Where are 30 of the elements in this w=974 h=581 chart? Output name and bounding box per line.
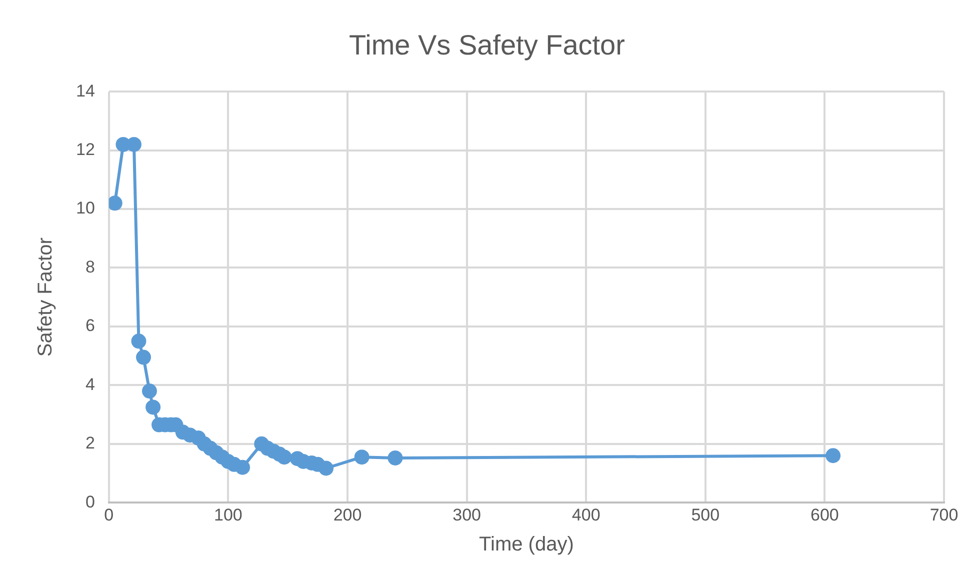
x-tick-label: 200 bbox=[333, 505, 362, 524]
y-tick-label: 0 bbox=[85, 492, 95, 512]
point bbox=[108, 196, 122, 211]
x-tick-label: 600 bbox=[810, 505, 839, 524]
point bbox=[354, 450, 370, 465]
y-tick-label: 6 bbox=[85, 316, 95, 336]
x-axis-title: Time (day) bbox=[479, 534, 574, 556]
chart-title: Time Vs Safety Factor bbox=[349, 30, 625, 61]
x-tick-label: 500 bbox=[691, 505, 720, 524]
point bbox=[826, 448, 841, 464]
y-tick-label: 8 bbox=[85, 257, 95, 276]
x-tick-label: 400 bbox=[572, 505, 600, 524]
point bbox=[136, 350, 152, 365]
point bbox=[235, 460, 250, 475]
x-tick-label: 0 bbox=[104, 505, 114, 524]
y-tick-label: 12 bbox=[76, 140, 95, 159]
x-tick-label: 700 bbox=[930, 505, 958, 524]
x-tick-label: 100 bbox=[214, 505, 242, 524]
y-tick-label: 4 bbox=[85, 374, 95, 394]
x-tick-label: 300 bbox=[452, 505, 481, 524]
y-tick-label: 2 bbox=[85, 434, 95, 453]
point bbox=[146, 400, 161, 415]
point bbox=[388, 450, 403, 466]
y-tick-label: 14 bbox=[76, 81, 95, 100]
point bbox=[131, 334, 146, 349]
y-axis-title: Safety Factor bbox=[34, 237, 57, 357]
point bbox=[318, 460, 334, 476]
y-tick-label: 10 bbox=[76, 198, 95, 218]
point bbox=[142, 384, 157, 399]
point bbox=[276, 450, 292, 465]
